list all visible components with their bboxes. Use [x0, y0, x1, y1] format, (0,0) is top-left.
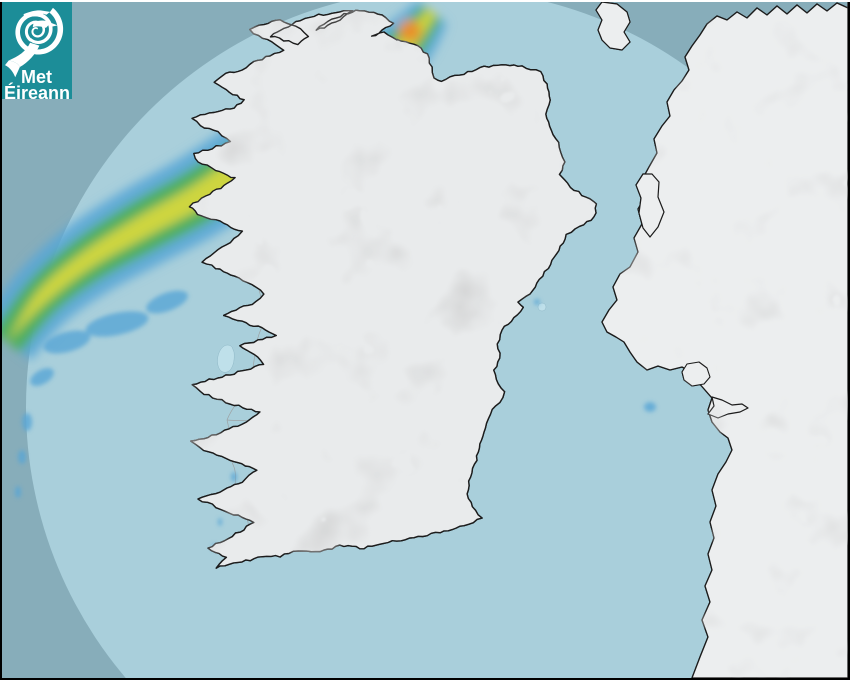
svg-text:Éireann: Éireann: [4, 82, 70, 103]
